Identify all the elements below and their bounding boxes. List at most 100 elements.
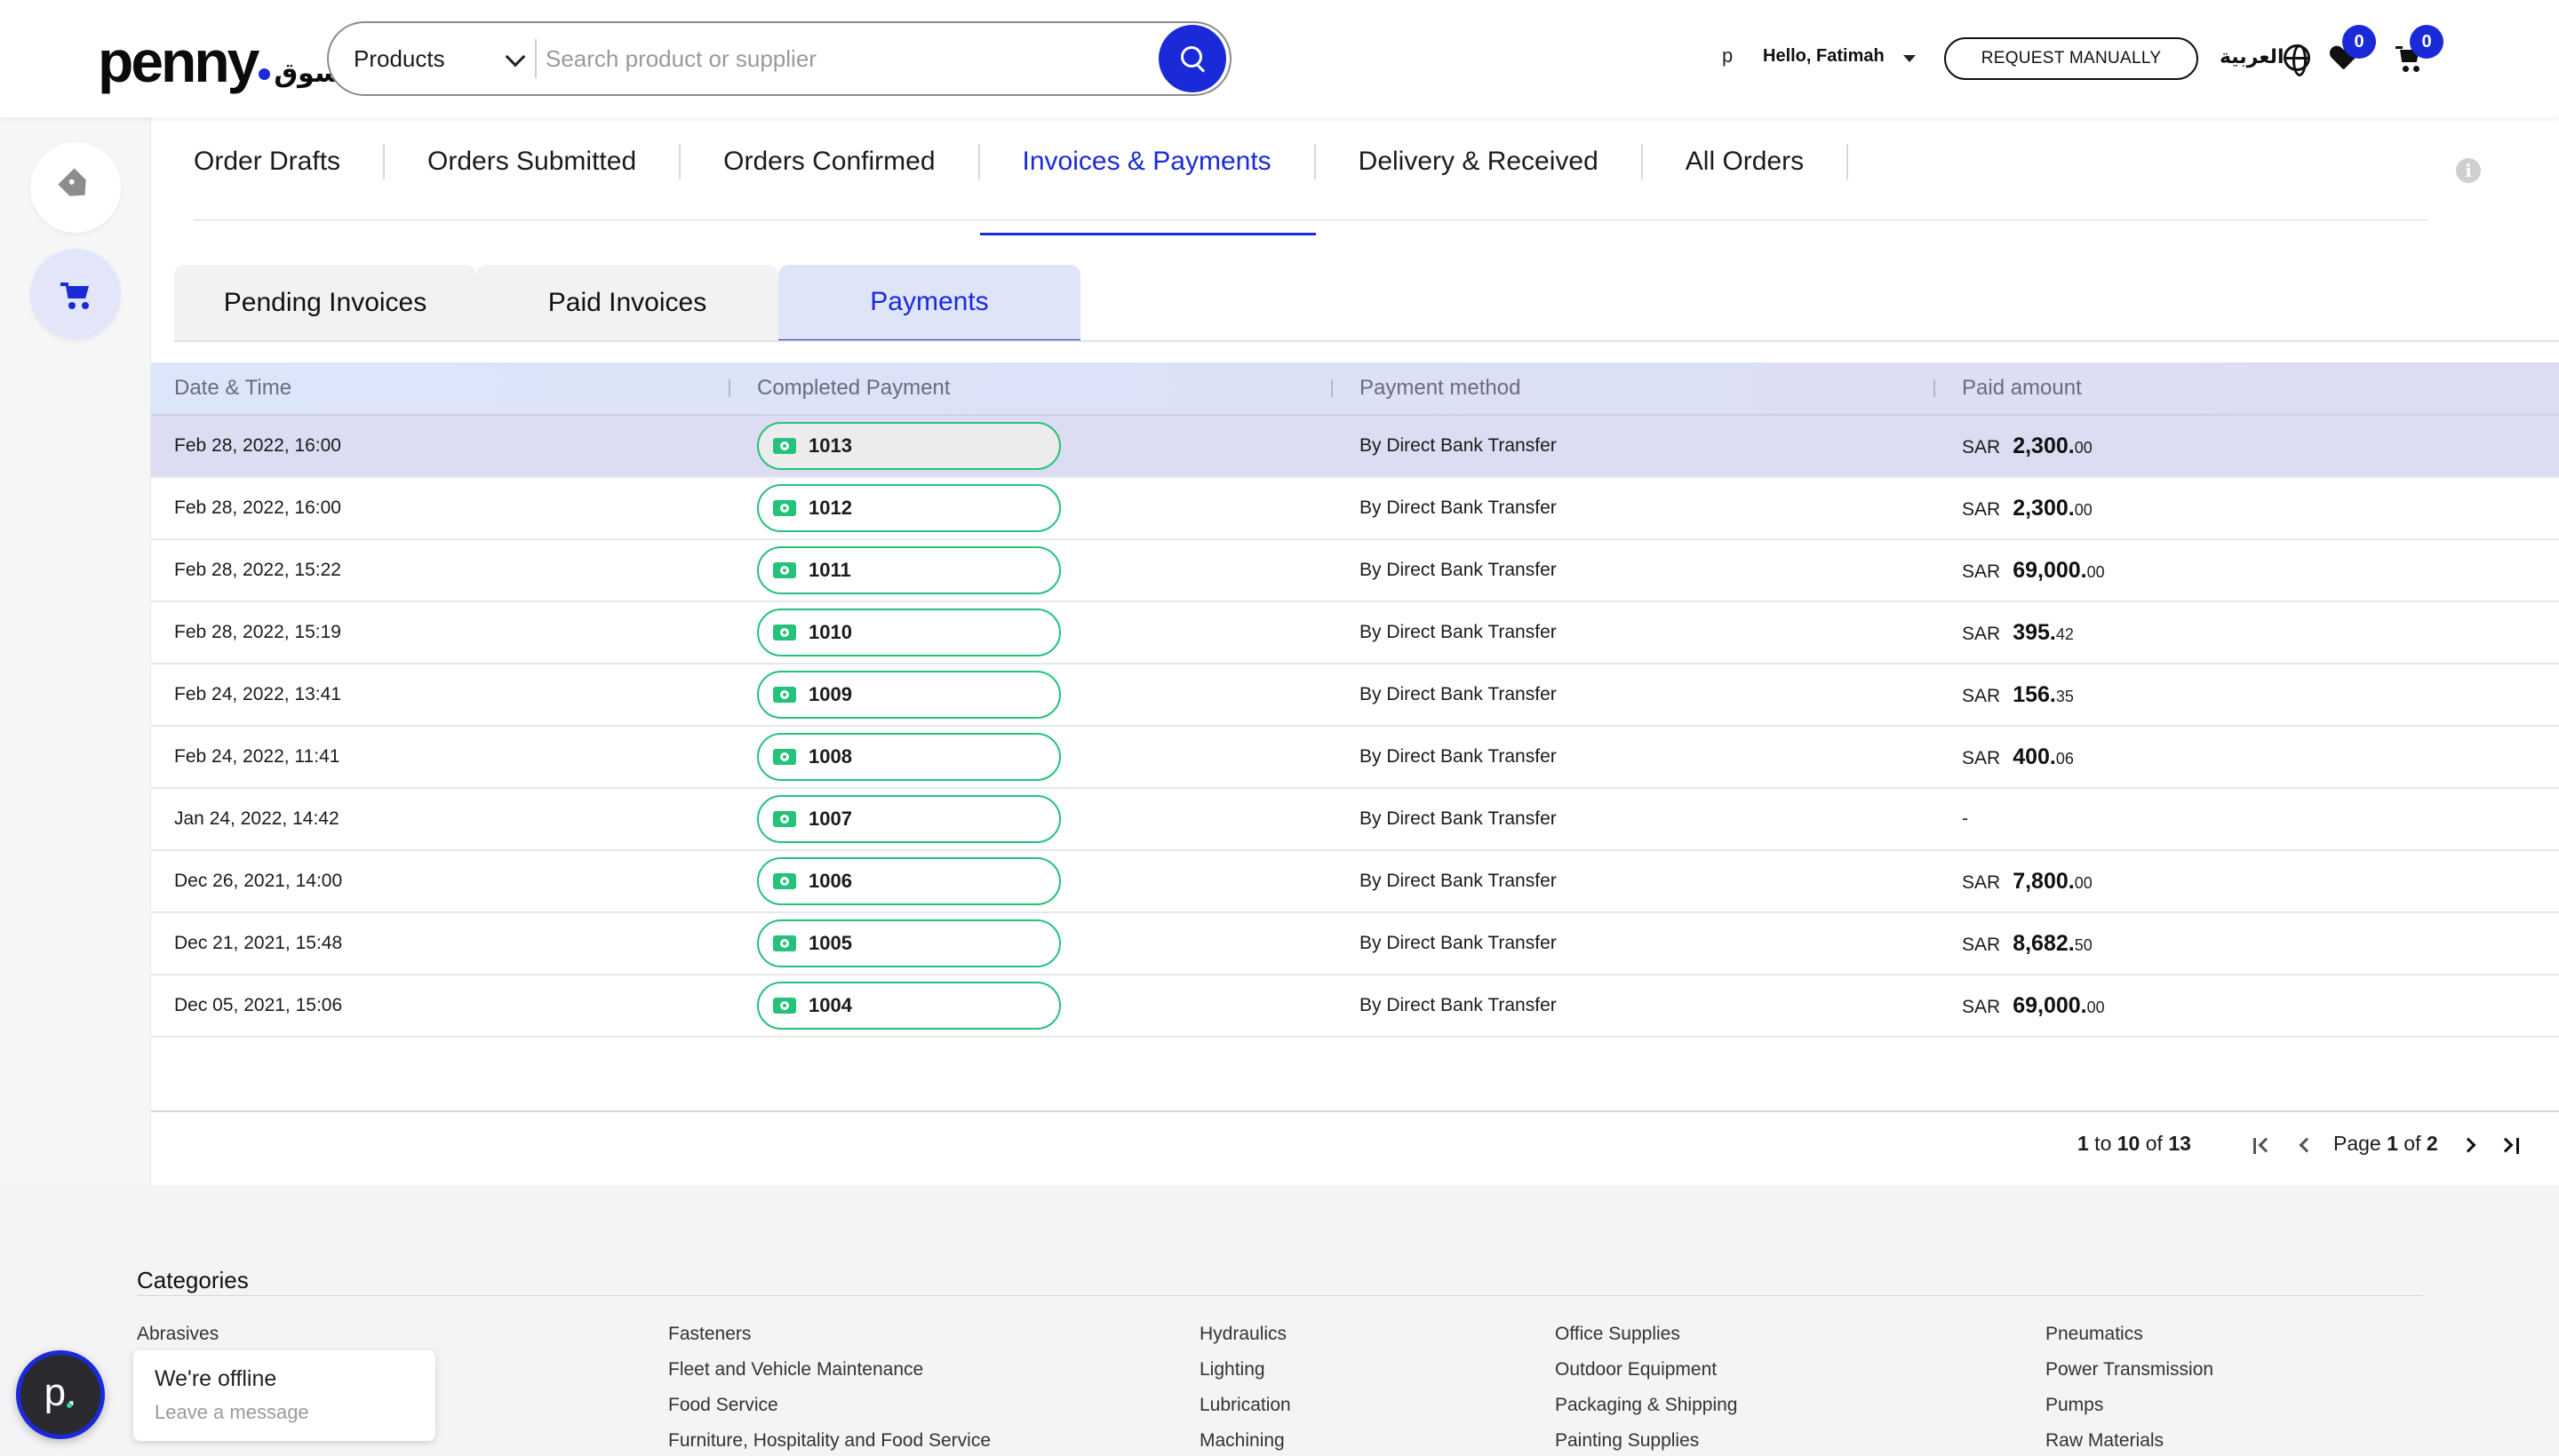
amount-value: 69,000. [2013, 557, 2087, 583]
cell-amount: SAR 2,300.00 [1958, 496, 2559, 521]
amount-currency: SAR [1962, 747, 2001, 768]
amount-currency: SAR [1962, 623, 2001, 644]
category-link[interactable]: Furniture, Hospitality and Food Service [668, 1430, 991, 1451]
caret-down-icon[interactable] [1903, 55, 1916, 62]
category-link[interactable]: Outdoor Equipment [1555, 1359, 1718, 1380]
category-link[interactable]: Power Transmission [2045, 1359, 2214, 1380]
table-row[interactable]: Jan 24, 2022, 14:42 1007 By Direct Bank … [151, 789, 2559, 851]
table-row[interactable]: Feb 28, 2022, 15:22 1011 By Direct Bank … [151, 540, 2559, 602]
category-link[interactable]: Office Supplies [1555, 1324, 1680, 1344]
category-link[interactable]: Pumps [2045, 1395, 2104, 1415]
cell-method: By Direct Bank Transfer [1359, 746, 1557, 767]
user-greeting[interactable]: Hello, Fatimah [1763, 46, 1885, 66]
category-link[interactable]: Abrasives [137, 1324, 219, 1344]
sidebar-item-promotions[interactable] [30, 142, 121, 233]
category-column: Fasteners Fleet and Vehicle Maintenance Fo… [668, 1317, 991, 1456]
subtab-paid-invoices[interactable]: Paid Invoices [476, 265, 778, 341]
cell-amount: SAR 69,000.00 [1958, 558, 2559, 584]
tab-delivery-received[interactable]: Delivery & Received [1316, 144, 1643, 179]
category-link[interactable]: Lighting [1200, 1359, 1265, 1380]
table-row[interactable]: Feb 24, 2022, 11:41 1008 By Direct Bank … [151, 727, 2559, 789]
table-row[interactable]: Dec 26, 2021, 14:00 1006 By Direct Bank … [151, 851, 2559, 913]
amount-currency: SAR [1962, 685, 2001, 706]
penny-logo[interactable]: penny سوق [98, 20, 341, 91]
prev-page-icon[interactable] [2294, 1135, 2316, 1157]
amount-decimals: 00 [2086, 562, 2105, 581]
globe-icon[interactable] [2284, 44, 2310, 76]
table-row[interactable]: Feb 24, 2022, 13:41 1009 By Direct Bank … [151, 664, 2559, 727]
chat-leave-message[interactable]: Leave a message [155, 1401, 309, 1423]
top-header: penny سوق Products p Hello, Fatimah REQU… [0, 0, 2559, 117]
payments-table: Date & Time Completed Payment Payment me… [151, 362, 2559, 1038]
subtab-payments[interactable]: Payments [778, 265, 1080, 341]
payment-number: 1005 [809, 932, 852, 954]
info-icon[interactable]: i [2456, 158, 2481, 183]
payment-id-pill[interactable]: 1010 [757, 609, 1061, 656]
table-row[interactable]: Feb 28, 2022, 16:00 1012 By Direct Bank … [151, 478, 2559, 540]
tab-order-drafts[interactable]: Order Drafts [194, 144, 386, 179]
category-column: Abrasives [137, 1317, 219, 1352]
category-link[interactable]: Painting Supplies [1555, 1430, 1700, 1451]
amount-value: 400. [2013, 744, 2056, 769]
first-page-icon[interactable] [2252, 1135, 2274, 1157]
amount-value: 7,800. [2013, 868, 2075, 894]
payment-id-pill[interactable]: 1011 [757, 546, 1061, 594]
category-link[interactable]: Food Service [668, 1395, 778, 1415]
table-row[interactable]: Dec 05, 2021, 15:06 1004 By Direct Bank … [151, 975, 2559, 1038]
tab-invoices-payments[interactable]: Invoices & Payments [979, 144, 1316, 235]
search-input[interactable] [537, 23, 1159, 94]
amount-value: 395. [2013, 619, 2056, 645]
sidebar-item-orders[interactable] [30, 249, 121, 339]
column-header-method[interactable]: Payment method [1356, 362, 1958, 415]
last-page-icon[interactable] [2498, 1135, 2522, 1157]
payment-id-pill[interactable]: 1012 [757, 484, 1061, 532]
payment-id-pill[interactable]: 1004 [757, 982, 1061, 1030]
amount-value: 2,300. [2013, 433, 2075, 458]
amount-currency: SAR [1962, 498, 2001, 520]
column-header-date[interactable]: Date & Time [151, 362, 753, 415]
category-link[interactable]: Machining [1200, 1430, 1285, 1451]
category-link[interactable]: Packaging & Shipping [1555, 1395, 1738, 1415]
logo-dot [259, 68, 271, 80]
language-switch[interactable]: العربية [2220, 46, 2284, 68]
payment-id-pill[interactable]: 1009 [757, 671, 1061, 719]
search-divider [535, 39, 537, 78]
column-header-payment[interactable]: Completed Payment [753, 362, 1356, 415]
payment-id-pill[interactable]: 1008 [757, 733, 1061, 781]
table-row[interactable]: Dec 21, 2021, 15:48 1005 By Direct Bank … [151, 913, 2559, 975]
payment-id-pill[interactable]: 1013 [757, 422, 1061, 470]
tab-orders-submitted[interactable]: Orders Submitted [385, 144, 682, 179]
request-manually-button[interactable]: REQUEST MANUALLY [1944, 37, 2198, 80]
table-row[interactable]: Feb 28, 2022, 15:19 1010 By Direct Bank … [151, 602, 2559, 664]
payment-number: 1012 [809, 497, 852, 519]
order-tabs: Order Drafts Orders Submitted Orders Con… [194, 144, 1849, 235]
category-link[interactable]: Hydraulics [1200, 1324, 1287, 1344]
subtab-pending-invoices[interactable]: Pending Invoices [174, 265, 476, 341]
search-category-select[interactable]: Products [329, 23, 535, 94]
cell-method: By Direct Bank Transfer [1359, 435, 1557, 456]
payment-id-pill[interactable]: 1007 [757, 795, 1061, 843]
category-link[interactable]: Fasteners [668, 1324, 752, 1344]
search-bar: Products [327, 21, 1232, 96]
cart-count-badge: 0 [2410, 25, 2443, 59]
category-link[interactable]: Raw Materials [2045, 1430, 2164, 1451]
payment-id-pill[interactable]: 1005 [757, 919, 1061, 967]
category-link[interactable]: Fleet and Vehicle Maintenance [668, 1359, 924, 1380]
next-page-icon[interactable] [2460, 1135, 2483, 1157]
table-row[interactable]: Feb 28, 2022, 16:00 1013 By Direct Bank … [151, 416, 2559, 478]
amount-decimals: 00 [2074, 500, 2093, 519]
cell-amount: SAR 69,000.00 [1958, 993, 2559, 1019]
search-button[interactable] [1159, 25, 1226, 92]
chat-launcher[interactable]: p. [16, 1350, 105, 1439]
tab-orders-confirmed[interactable]: Orders Confirmed [681, 144, 980, 179]
tab-all-orders[interactable]: All Orders [1643, 144, 1849, 179]
user-avatar[interactable]: p [1722, 44, 1734, 67]
pagination-range: 1 to 10 of 13 [2077, 1132, 2191, 1155]
payment-id-pill[interactable]: 1006 [757, 857, 1061, 905]
amount-currency: SAR [1962, 934, 2001, 955]
chat-offline-card[interactable]: We're offline Leave a message [133, 1350, 435, 1441]
cash-icon [773, 811, 796, 827]
category-link[interactable]: Lubrication [1200, 1395, 1291, 1415]
category-link[interactable]: Pneumatics [2045, 1324, 2143, 1344]
column-header-amount[interactable]: Paid amount [1962, 376, 2082, 400]
